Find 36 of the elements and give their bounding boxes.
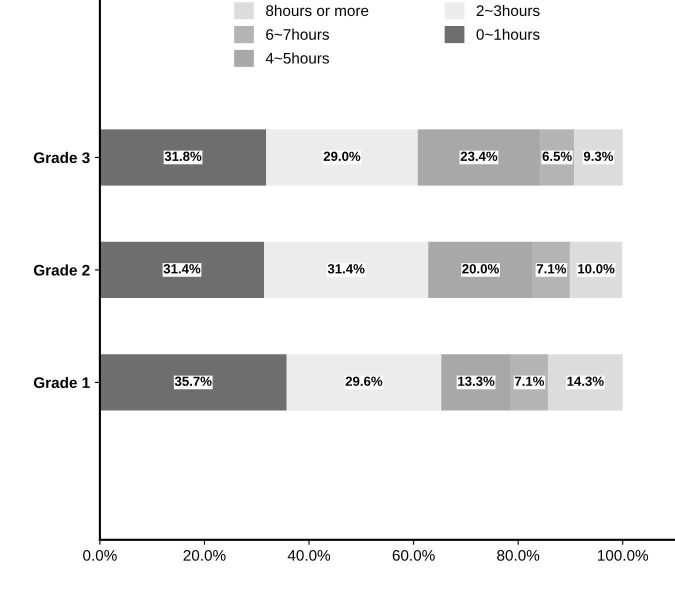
x-tick-label: 0.0% [83, 550, 117, 561]
bar [548, 354, 623, 411]
data-label: 20.0% [462, 264, 499, 274]
data-label: 31.4% [328, 264, 365, 274]
x-tick-label: 80.0% [497, 550, 540, 561]
bar [286, 354, 442, 411]
data-label: 10.0% [578, 264, 614, 274]
x-tick-label: 100.0% [598, 550, 648, 561]
data-label: 7.1% [514, 376, 544, 386]
bar [100, 129, 266, 186]
data-label: 13.3% [458, 376, 494, 386]
bar [264, 242, 428, 298]
data-label: 9.3% [584, 152, 614, 162]
data-label: 23.4% [460, 152, 498, 162]
legend-label: 0~1hours [476, 28, 540, 40]
bar [100, 242, 264, 298]
data-label: 6.5% [542, 152, 572, 161]
data-label: 14.3% [567, 376, 604, 386]
bar [266, 129, 418, 186]
data-label: 35.7% [174, 376, 212, 386]
legend-label: 2~3hours [476, 4, 540, 16]
bar [100, 354, 287, 411]
y-tick-label: Grade 1 [34, 376, 90, 388]
legend-label: 8hours or more [266, 4, 368, 16]
data-label: 29.6% [346, 376, 382, 386]
legend-label: 6~7hours [266, 28, 329, 40]
y-tick-label: Grade 2 [34, 264, 90, 276]
data-label: 29.0% [324, 152, 360, 161]
y-tick-label: Grade 3 [34, 152, 90, 164]
x-tick-label: 20.0% [184, 550, 226, 561]
x-tick-label: 60.0% [392, 550, 435, 561]
data-label: 7.1% [536, 264, 566, 274]
data-label: 31.8% [164, 152, 202, 162]
x-tick-label: 40.0% [288, 550, 330, 561]
data-label: 31.4% [164, 264, 200, 274]
legend-label: 4~5hours [266, 52, 329, 64]
